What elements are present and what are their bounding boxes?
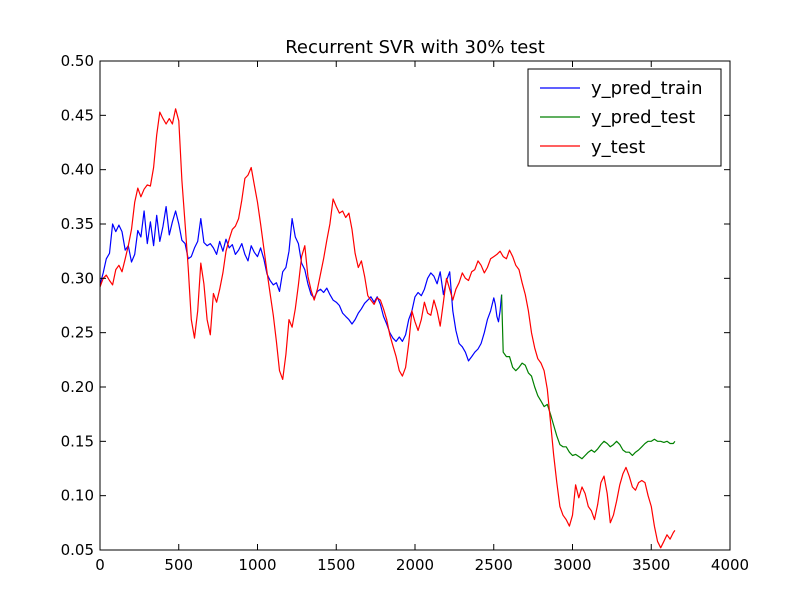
axis-ticks-layer: 0 500 1000 1500 2000 2500 3000 3500 4000 0.05 0.10… xyxy=(61,52,750,574)
y-tick-label: 0.50 xyxy=(61,52,94,70)
y-tick-label: 0.20 xyxy=(61,378,94,396)
chart-title: Recurrent SVR with 30% test xyxy=(285,37,545,58)
legend: y_pred_train y_pred_test y_test xyxy=(527,68,722,167)
legend-label-y-pred-train: y_pred_train xyxy=(591,78,702,99)
series-line-y-pred-test xyxy=(501,294,676,460)
x-tick-label: 1000 xyxy=(238,556,276,574)
y-tick-label: 0.15 xyxy=(61,432,94,450)
series-lines-layer xyxy=(99,108,676,549)
y-tick-label: 0.30 xyxy=(61,269,94,287)
y-tick-label: 0.10 xyxy=(61,487,94,505)
x-tick-label: 3500 xyxy=(632,556,670,574)
x-tick-label: 2500 xyxy=(475,556,513,574)
y-tick-label: 0.35 xyxy=(61,215,94,233)
x-tick-label: 1500 xyxy=(317,556,355,574)
y-tick-label: 0.40 xyxy=(61,161,94,179)
series-line-y-pred-train xyxy=(99,206,503,362)
x-tick-label: 3000 xyxy=(553,556,591,574)
y-tick-label: 0.45 xyxy=(61,106,94,124)
legend-label-y-test: y_test xyxy=(591,137,645,158)
x-tick-label: 500 xyxy=(164,556,193,574)
x-tick-label: 2000 xyxy=(396,556,434,574)
legend-label-y-pred-test: y_pred_test xyxy=(591,107,695,128)
x-tick-label: 4000 xyxy=(711,556,749,574)
x-tick-label: 0 xyxy=(95,556,105,574)
series-line-y-test xyxy=(99,108,676,549)
y-tick-label: 0.05 xyxy=(61,541,94,559)
y-tick-label: 0.25 xyxy=(61,324,94,342)
